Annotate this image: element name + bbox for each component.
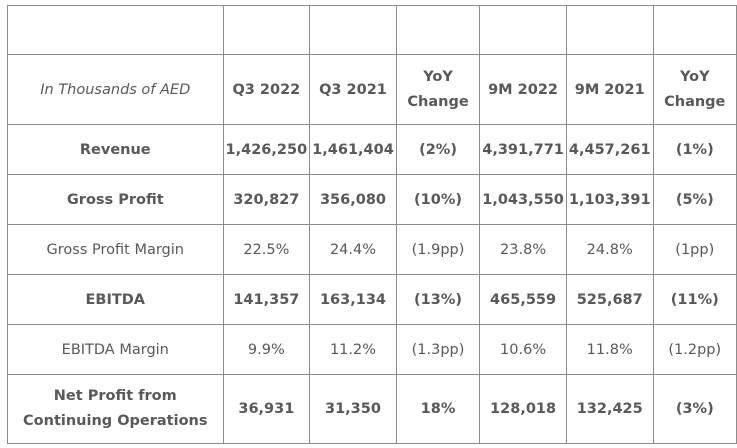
table-cell: 525,687: [565, 274, 654, 325]
table-row-gross-profit: Gross Profit 320,827 356,080 (10%) 1,043…: [7, 174, 737, 225]
table-cell: 1,103,391: [565, 174, 654, 225]
column-header: Q3 2021: [309, 54, 397, 125]
table-cell: (13%): [395, 274, 481, 325]
row-label: EBITDA Margin: [7, 324, 224, 375]
table-cell: 22.5%: [222, 224, 311, 275]
empty-cell: [479, 5, 567, 55]
table-cell: (11%): [652, 274, 737, 325]
table-cell: 465,559: [479, 274, 567, 325]
table-cell: (10%): [395, 174, 481, 225]
table-cell: 128,018: [479, 374, 567, 444]
column-header: YoY Change: [395, 54, 481, 125]
table-row-net-profit: Net Profit from Continuing Operations 36…: [7, 374, 737, 444]
table-cell: 132,425: [565, 374, 654, 444]
table-cell: 11.8%: [565, 324, 654, 375]
empty-cell: [395, 5, 481, 55]
empty-cell: [565, 5, 654, 55]
table-cell: (1%): [652, 124, 737, 175]
table-cell: 9.9%: [222, 324, 311, 375]
column-header: 9M 2021: [565, 54, 654, 125]
empty-top-row: [7, 5, 737, 55]
table-cell: 141,357: [222, 274, 311, 325]
empty-cell: [222, 5, 311, 55]
table-cell: 10.6%: [479, 324, 567, 375]
table-cell: (3%): [652, 374, 737, 444]
table-cell: 1,461,404: [309, 124, 397, 175]
table-cell: 24.8%: [565, 224, 654, 275]
column-header: Q3 2022: [222, 54, 311, 125]
row-label: Revenue: [7, 124, 224, 175]
table-cell: (5%): [652, 174, 737, 225]
table-cell: 4,457,261: [565, 124, 654, 175]
table-cell: 1,426,250: [222, 124, 311, 175]
table-cell: (1pp): [652, 224, 737, 275]
table-cell: 163,134: [309, 274, 397, 325]
table-cell: 1,043,550: [479, 174, 567, 225]
header-row: In Thousands of AED Q3 2022 Q3 2021 YoY …: [7, 54, 737, 125]
table-cell: (1.2pp): [652, 324, 737, 375]
table-cell: 23.8%: [479, 224, 567, 275]
table-row-ebitda: EBITDA 141,357 163,134 (13%) 465,559 525…: [7, 274, 737, 325]
table-cell: 24.4%: [309, 224, 397, 275]
empty-cell: [652, 5, 737, 55]
row-label: Net Profit from Continuing Operations: [7, 374, 224, 444]
empty-cell: [7, 5, 224, 55]
table-cell: 11.2%: [309, 324, 397, 375]
table-cell: (1.3pp): [395, 324, 481, 375]
table-row-revenue: Revenue 1,426,250 1,461,404 (2%) 4,391,7…: [7, 124, 737, 175]
column-header: YoY Change: [652, 54, 737, 125]
table-cell: (2%): [395, 124, 481, 175]
row-label: Gross Profit: [7, 174, 224, 225]
table-row-ebitda-margin: EBITDA Margin 9.9% 11.2% (1.3pp) 10.6% 1…: [7, 324, 737, 375]
table-cell: 18%: [395, 374, 481, 444]
table-cell: 320,827: [222, 174, 311, 225]
table-cell: 31,350: [309, 374, 397, 444]
empty-cell: [309, 5, 397, 55]
table-cell: 4,391,771: [479, 124, 567, 175]
table-cell: 356,080: [309, 174, 397, 225]
table-cell: 36,931: [222, 374, 311, 444]
column-header: 9M 2022: [479, 54, 567, 125]
unit-label: In Thousands of AED: [7, 54, 224, 125]
table-cell: (1.9pp): [395, 224, 481, 275]
row-label: Gross Profit Margin: [7, 224, 224, 275]
table-row-gross-profit-margin: Gross Profit Margin 22.5% 24.4% (1.9pp) …: [7, 224, 737, 275]
financial-results-table: In Thousands of AED Q3 2022 Q3 2021 YoY …: [7, 5, 737, 444]
row-label: EBITDA: [7, 274, 224, 325]
